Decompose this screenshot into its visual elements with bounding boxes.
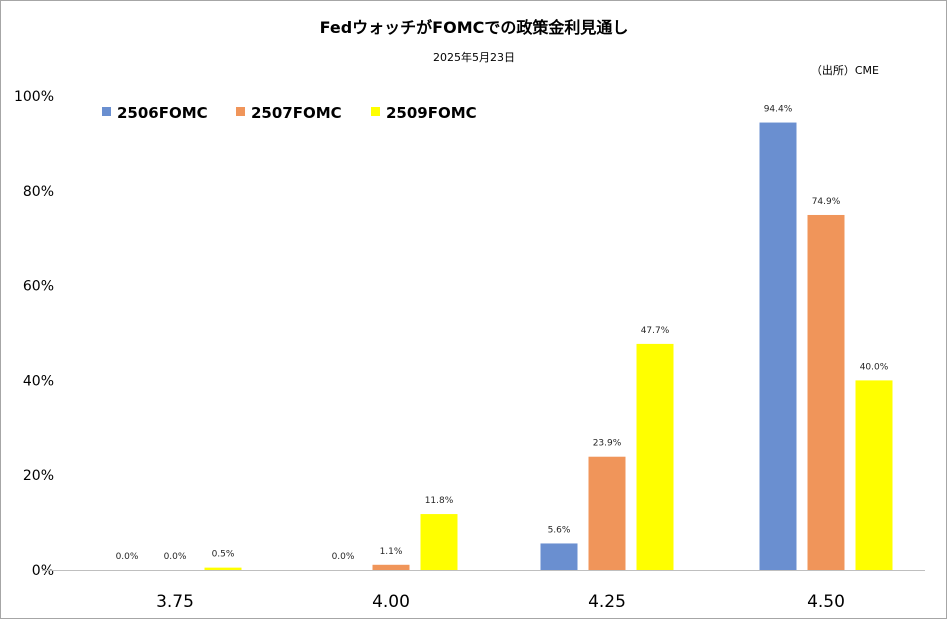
data-label: 0.0%	[164, 552, 187, 562]
y-tick-label: 80%	[23, 184, 54, 200]
bar-2507FOMC-4.00	[372, 564, 410, 570]
legend: 2506FOMC 2507FOMC 2509FOMC	[102, 104, 477, 122]
y-tick-label: 60%	[23, 279, 54, 295]
bar-2507FOMC-4.25	[588, 456, 626, 570]
bar-2507FOMC-4.50	[807, 214, 845, 570]
legend-label: 2506FOMC	[117, 104, 208, 122]
y-axis: 0%20%40%60%80%100%	[14, 89, 54, 579]
data-label: 0.5%	[212, 550, 235, 560]
data-label: 1.1%	[380, 547, 403, 557]
data-label: 0.0%	[332, 552, 355, 562]
bar-2506FOMC-4.50	[759, 122, 797, 570]
bar-2509FOMC-4.25	[636, 343, 674, 570]
x-tick-label: 4.00	[372, 592, 410, 612]
x-tick-label: 4.50	[807, 592, 845, 612]
y-tick-label: 40%	[23, 373, 54, 389]
legend-swatch	[371, 107, 380, 116]
bar-2506FOMC-4.25	[540, 543, 578, 570]
x-tick-label: 3.75	[156, 592, 194, 612]
legend-swatch	[102, 107, 111, 116]
data-label: 74.9%	[812, 197, 841, 207]
data-label: 40.0%	[860, 362, 889, 372]
y-tick-label: 100%	[14, 89, 54, 105]
x-axis: 3.75 4.00 4.25 4.50	[42, 570, 925, 612]
chart-title: FedウォッチがFOMCでの政策金利見通し	[320, 18, 629, 37]
legend-swatch	[236, 107, 245, 116]
y-tick-label: 20%	[23, 468, 54, 484]
legend-label: 2509FOMC	[386, 104, 477, 122]
x-tick-label: 4.25	[588, 592, 626, 612]
data-label: 94.4%	[764, 105, 793, 115]
bars: 0.0% 0.0% 5.6% 94.4% 0.0% 1.1% 23.9% 74.9% 0.5% 1…	[116, 105, 893, 570]
source-note: （出所）CME	[811, 63, 879, 77]
data-label: 11.8%	[425, 496, 454, 506]
data-label: 47.7%	[641, 326, 670, 336]
bar-2509FOMC-3.75	[204, 567, 242, 570]
data-label: 5.6%	[548, 525, 571, 535]
legend-label: 2507FOMC	[251, 104, 342, 122]
data-label: 23.9%	[593, 439, 622, 449]
chart-subtitle: 2025年5月23日	[433, 50, 515, 64]
data-label: 0.0%	[116, 552, 139, 562]
bar-2509FOMC-4.50	[855, 380, 893, 570]
bar-2509FOMC-4.00	[420, 514, 458, 570]
